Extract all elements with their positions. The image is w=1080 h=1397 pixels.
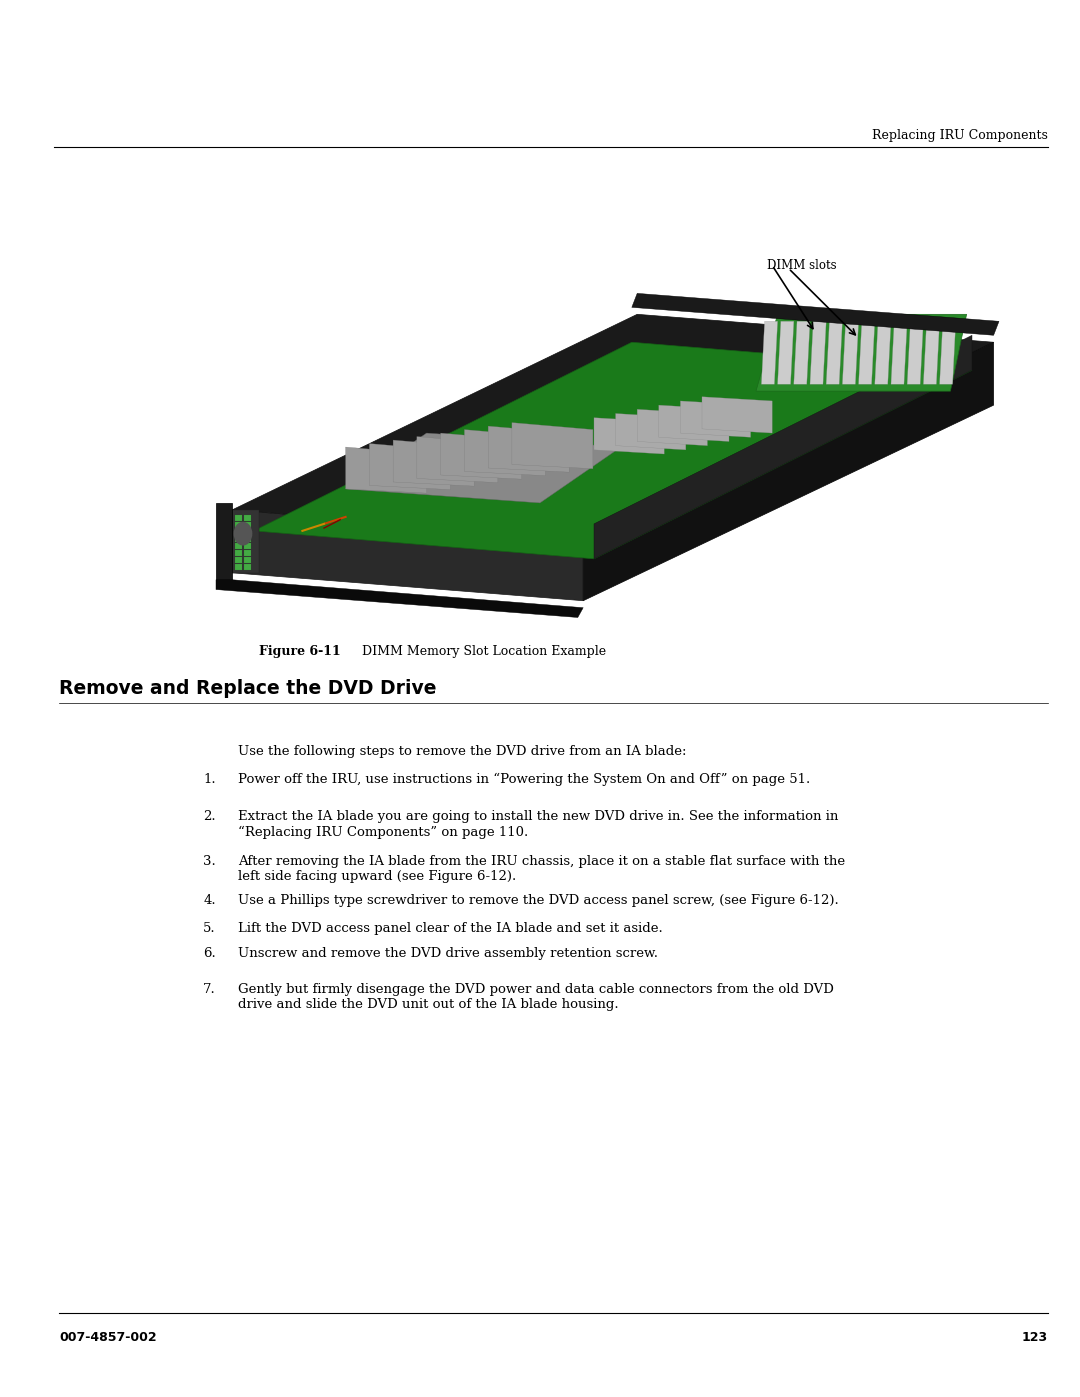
Polygon shape xyxy=(235,536,242,542)
Polygon shape xyxy=(794,321,810,384)
Text: 123: 123 xyxy=(1022,1331,1048,1344)
Polygon shape xyxy=(441,433,522,479)
Polygon shape xyxy=(393,440,474,486)
Polygon shape xyxy=(232,510,583,601)
Polygon shape xyxy=(369,444,450,490)
Polygon shape xyxy=(761,321,778,384)
Polygon shape xyxy=(594,335,972,559)
Polygon shape xyxy=(346,433,621,503)
Polygon shape xyxy=(254,342,972,559)
Polygon shape xyxy=(244,522,251,528)
Text: Gently but firmly disengage the DVD power and data cable connectors from the old: Gently but firmly disengage the DVD powe… xyxy=(238,983,834,1011)
Polygon shape xyxy=(940,321,956,384)
Text: DIMM Memory Slot Location Example: DIMM Memory Slot Location Example xyxy=(362,645,606,658)
Polygon shape xyxy=(235,564,242,570)
Text: DIMM slots: DIMM slots xyxy=(767,260,836,272)
Polygon shape xyxy=(235,543,242,549)
Polygon shape xyxy=(594,418,664,454)
Polygon shape xyxy=(488,426,569,472)
Polygon shape xyxy=(216,503,232,580)
Polygon shape xyxy=(235,529,242,535)
Text: Replacing IRU Components: Replacing IRU Components xyxy=(872,130,1048,142)
Polygon shape xyxy=(244,515,251,521)
Polygon shape xyxy=(235,550,242,556)
Text: Figure 6-11: Figure 6-11 xyxy=(259,645,341,658)
Text: 7.: 7. xyxy=(203,983,216,996)
Polygon shape xyxy=(637,409,707,446)
Polygon shape xyxy=(512,422,593,469)
Polygon shape xyxy=(244,536,251,542)
Polygon shape xyxy=(702,397,772,433)
Polygon shape xyxy=(756,314,967,391)
Text: Unscrew and remove the DVD drive assembly retention screw.: Unscrew and remove the DVD drive assembl… xyxy=(238,947,658,960)
Text: After removing the IA blade from the IRU chassis, place it on a stable flat surf: After removing the IA blade from the IRU… xyxy=(238,855,845,883)
Polygon shape xyxy=(583,342,994,601)
Polygon shape xyxy=(875,321,891,384)
Circle shape xyxy=(234,522,252,545)
Polygon shape xyxy=(244,543,251,549)
Polygon shape xyxy=(842,321,859,384)
Text: Use a Phillips type screwdriver to remove the DVD access panel screw, (see Figur: Use a Phillips type screwdriver to remov… xyxy=(238,894,838,907)
Text: 4.: 4. xyxy=(203,894,216,907)
Text: 007-4857-002: 007-4857-002 xyxy=(59,1331,157,1344)
Text: 6.: 6. xyxy=(203,947,216,960)
Polygon shape xyxy=(810,321,826,384)
Polygon shape xyxy=(464,430,545,475)
Polygon shape xyxy=(417,436,498,483)
Polygon shape xyxy=(632,293,999,335)
Polygon shape xyxy=(826,321,842,384)
Polygon shape xyxy=(680,401,751,437)
Polygon shape xyxy=(907,321,923,384)
Text: Power off the IRU, use instructions in “Powering the System On and Off” on page : Power off the IRU, use instructions in “… xyxy=(238,773,810,785)
Polygon shape xyxy=(616,414,686,450)
Polygon shape xyxy=(891,321,907,384)
Polygon shape xyxy=(235,522,242,528)
Polygon shape xyxy=(244,529,251,535)
Polygon shape xyxy=(659,405,729,441)
Text: Lift the DVD access panel clear of the IA blade and set it aside.: Lift the DVD access panel clear of the I… xyxy=(238,922,662,935)
Polygon shape xyxy=(232,314,994,538)
Polygon shape xyxy=(923,321,940,384)
Text: 1.: 1. xyxy=(203,773,216,785)
Polygon shape xyxy=(244,550,251,556)
Polygon shape xyxy=(346,447,427,493)
Polygon shape xyxy=(244,557,251,563)
Polygon shape xyxy=(232,510,259,573)
Polygon shape xyxy=(778,321,794,384)
Text: Remove and Replace the DVD Drive: Remove and Replace the DVD Drive xyxy=(59,679,437,698)
Text: 3.: 3. xyxy=(203,855,216,868)
Text: Extract the IA blade you are going to install the new DVD drive in. See the info: Extract the IA blade you are going to in… xyxy=(238,810,838,838)
Polygon shape xyxy=(216,580,583,617)
Polygon shape xyxy=(244,564,251,570)
Text: 5.: 5. xyxy=(203,922,216,935)
Polygon shape xyxy=(235,557,242,563)
Text: 2.: 2. xyxy=(203,810,216,823)
Polygon shape xyxy=(859,321,875,384)
Polygon shape xyxy=(235,515,242,521)
Text: Use the following steps to remove the DVD drive from an IA blade:: Use the following steps to remove the DV… xyxy=(238,745,686,757)
